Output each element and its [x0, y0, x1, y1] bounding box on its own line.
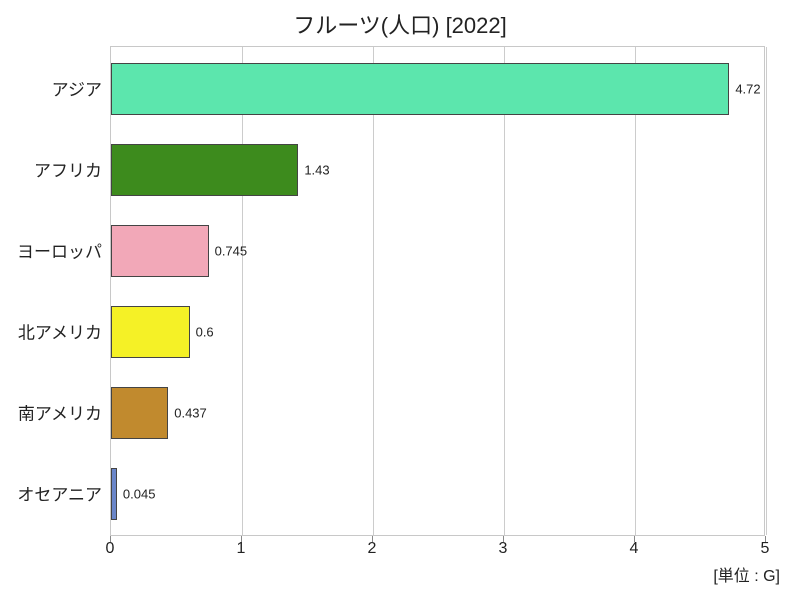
y-axis-category-label: ヨーロッパ — [2, 238, 102, 263]
x-tick-label: 1 — [237, 540, 246, 558]
bar-value-label: 0.745 — [215, 244, 248, 259]
x-tick-label: 4 — [630, 540, 639, 558]
bar-value-label: 0.045 — [123, 487, 156, 502]
x-tick-label: 5 — [761, 540, 770, 558]
gridline — [635, 47, 636, 535]
x-tick-label: 0 — [106, 540, 115, 558]
bar — [111, 387, 168, 439]
gridline — [242, 47, 243, 535]
population-bar-chart: フルーツ(人口) [2022] 4.72 1.43 0.745 0.6 0.437 0.0… — [0, 0, 800, 600]
gridline — [373, 47, 374, 535]
y-axis-category-label: オセアニア — [2, 481, 102, 506]
bar — [111, 468, 117, 520]
x-tick-label: 3 — [499, 540, 508, 558]
plot-area: 4.72 1.43 0.745 0.6 0.437 0.045 — [110, 46, 765, 536]
bar — [111, 63, 729, 115]
y-axis-labels: アジアアフリカヨーロッパ北アメリカ南アメリカオセアニア — [0, 46, 106, 536]
chart-title: フルーツ(人口) [2022] — [0, 0, 800, 46]
bar-value-label: 4.72 — [735, 82, 760, 97]
bar-value-label: 0.437 — [174, 406, 207, 421]
bar — [111, 306, 190, 358]
y-axis-category-label: アフリカ — [2, 157, 102, 182]
gridline — [766, 47, 767, 535]
x-tick-label: 2 — [368, 540, 377, 558]
y-axis-category-label: 北アメリカ — [2, 319, 102, 344]
y-axis-category-label: 南アメリカ — [2, 400, 102, 425]
bar-value-label: 0.6 — [196, 325, 214, 340]
bar — [111, 144, 298, 196]
gridline — [504, 47, 505, 535]
bar — [111, 225, 209, 277]
bar-value-label: 1.43 — [304, 163, 329, 178]
x-axis-unit-label: [単位 : G] — [713, 562, 780, 586]
y-axis-category-label: アジア — [2, 76, 102, 101]
